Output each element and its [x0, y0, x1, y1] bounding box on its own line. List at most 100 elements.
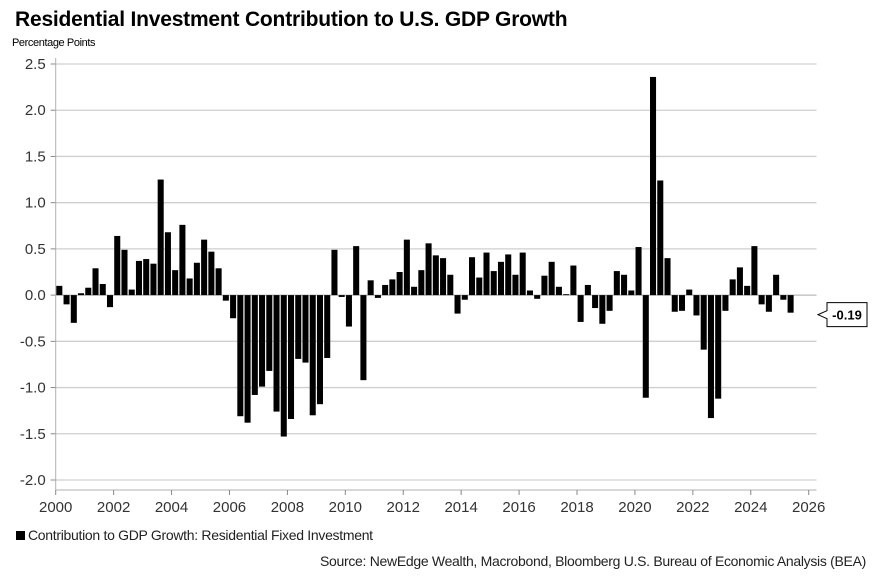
callout-box	[816, 302, 868, 328]
bar	[577, 295, 584, 322]
bar	[244, 295, 251, 423]
callout-value-label: -0.19	[832, 308, 862, 323]
bar	[606, 295, 613, 311]
bar	[63, 295, 70, 305]
bar	[512, 274, 519, 296]
bar	[150, 263, 157, 296]
bar	[331, 249, 338, 296]
x-tick-label: 2016	[502, 499, 535, 516]
x-tick-label: 2000	[39, 499, 72, 516]
bar	[418, 270, 425, 296]
bar	[497, 261, 505, 296]
bar	[592, 295, 599, 309]
bar	[338, 295, 345, 297]
bar	[780, 295, 787, 300]
x-tick-label: 2008	[271, 499, 304, 516]
bar	[432, 255, 439, 296]
bar	[505, 254, 512, 296]
bar	[309, 295, 316, 416]
bar	[251, 295, 258, 395]
bar	[751, 246, 758, 296]
bar	[135, 260, 142, 296]
bar	[353, 246, 360, 296]
bar	[425, 243, 432, 296]
bar	[215, 268, 222, 296]
bar	[707, 295, 714, 419]
bar	[367, 280, 374, 296]
bar	[476, 277, 483, 296]
x-tick-label: 2018	[560, 499, 593, 516]
x-tick-label: 2002	[97, 499, 130, 516]
legend: Contribution to GDP Growth: Residential …	[16, 527, 373, 543]
bar	[259, 295, 266, 387]
bar	[382, 284, 389, 296]
bar	[403, 239, 410, 296]
y-tick-label: 0.0	[25, 287, 46, 304]
x-tick-label: 2024	[734, 499, 767, 516]
bar	[650, 76, 657, 296]
bar	[729, 279, 736, 296]
y-tick-label: -1.5	[20, 426, 46, 443]
bar	[172, 270, 179, 296]
x-tick-label: 2022	[676, 499, 709, 516]
legend-label: Contribution to GDP Growth: Residential …	[28, 527, 373, 543]
x-tick-label: 2020	[618, 499, 651, 516]
bar	[85, 287, 92, 296]
y-tick-label: -2.0	[20, 472, 46, 489]
bar	[664, 258, 671, 296]
bar	[179, 224, 186, 296]
y-tick-label: 1.5	[25, 148, 46, 165]
bar	[613, 271, 620, 296]
bar	[193, 262, 200, 296]
bar	[534, 295, 541, 299]
bar	[628, 290, 635, 296]
bar	[164, 232, 171, 296]
bar	[715, 295, 722, 399]
x-tick-label: 2006	[213, 499, 246, 516]
bar	[657, 180, 664, 296]
y-tick-label: 2.0	[25, 102, 46, 119]
bar	[584, 284, 591, 296]
bar	[570, 265, 577, 296]
y-tick-label: 2.5	[25, 56, 46, 73]
bar	[548, 261, 555, 296]
bar	[237, 295, 244, 417]
x-axis-ticks: 2000 2002 2004 2006 2008 2010 2012 2014 2016 2018…	[39, 489, 825, 516]
bar	[765, 295, 772, 312]
bar	[345, 295, 352, 327]
bar	[736, 267, 743, 296]
bar	[461, 295, 468, 300]
bar	[722, 295, 729, 311]
bar	[686, 289, 693, 296]
bar	[454, 295, 461, 314]
bar	[758, 295, 765, 305]
bar	[121, 249, 128, 296]
bar	[642, 295, 649, 398]
bar	[201, 239, 208, 296]
bar	[280, 295, 287, 437]
bar	[599, 295, 606, 324]
bar	[316, 295, 323, 405]
y-axis-label: Percentage Points	[12, 37, 96, 49]
bar	[563, 294, 570, 296]
y-tick-label: -1.0	[20, 380, 46, 397]
x-tick-label: 2010	[329, 499, 362, 516]
bar	[360, 295, 367, 381]
bar	[230, 295, 237, 319]
bar	[469, 257, 476, 296]
bar	[324, 295, 331, 358]
bar	[92, 268, 99, 296]
source-note: Source: NewEdge Wealth, Macrobond, Bloom…	[319, 553, 866, 569]
bar	[411, 286, 418, 296]
bar	[678, 295, 686, 311]
bar	[143, 259, 150, 296]
bar	[700, 295, 707, 350]
bar	[186, 278, 193, 296]
bar	[266, 295, 273, 371]
bar	[483, 252, 490, 296]
bar	[447, 274, 454, 296]
bar	[555, 286, 562, 296]
x-tick-label: 2004	[155, 499, 188, 516]
y-tick-label: 0.5	[25, 241, 46, 258]
chart-title: Residential Investment Contribution to U…	[15, 8, 568, 31]
